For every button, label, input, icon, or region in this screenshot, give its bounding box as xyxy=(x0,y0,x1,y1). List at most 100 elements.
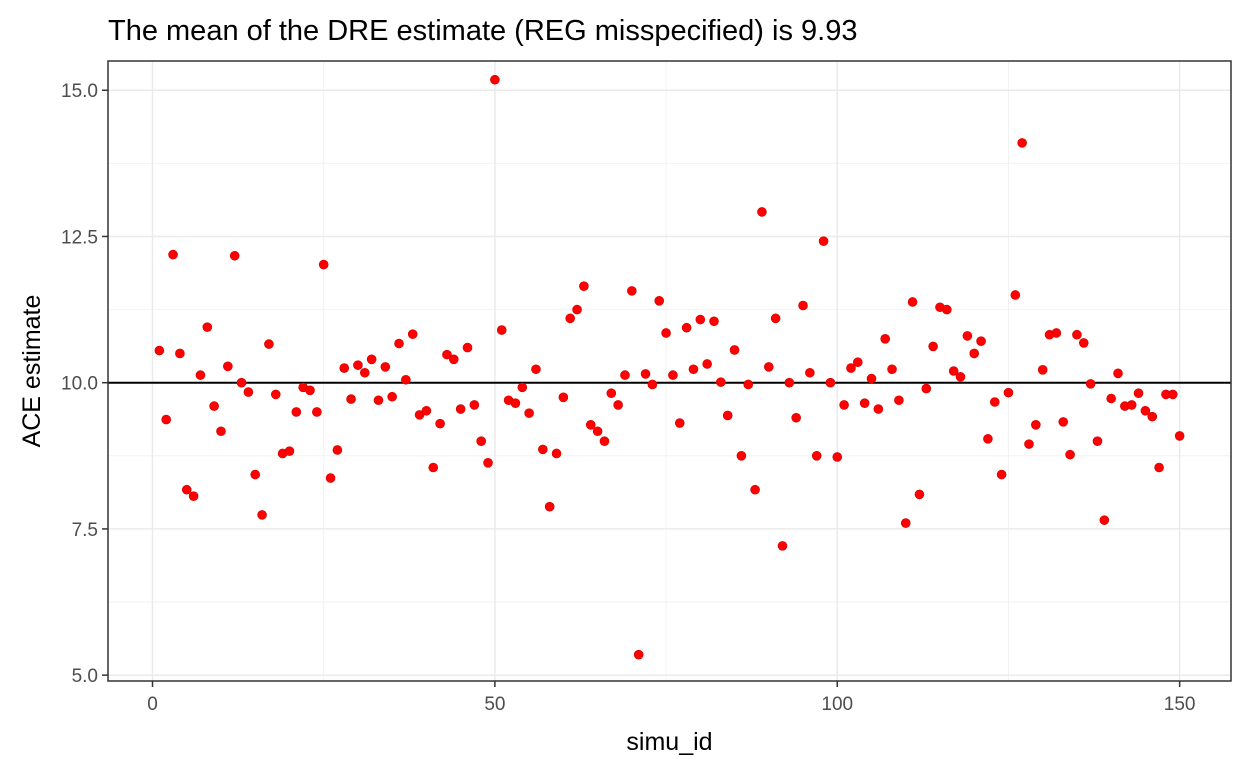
data-point xyxy=(1017,138,1027,148)
data-point xyxy=(236,377,247,388)
grid-minor xyxy=(108,61,1231,681)
data-point xyxy=(449,354,459,365)
data-point xyxy=(866,373,877,384)
x-tick-label: 50 xyxy=(484,694,505,715)
data-point xyxy=(168,249,178,260)
y-axis-ticks: 5.0 7.5 10.0 12.5 15.0 xyxy=(61,81,108,687)
data-point xyxy=(264,339,274,349)
data-point xyxy=(1024,439,1034,449)
data-point xyxy=(757,207,767,217)
data-point xyxy=(887,364,897,375)
data-point xyxy=(640,369,651,379)
data-point xyxy=(661,328,671,338)
data-point xyxy=(312,407,322,417)
data-point xyxy=(729,345,740,355)
data-point xyxy=(565,313,576,324)
data-point xyxy=(668,370,678,380)
data-point xyxy=(1078,338,1089,348)
data-point xyxy=(894,395,904,406)
data-point xyxy=(1072,329,1082,340)
data-point xyxy=(380,362,391,372)
data-point xyxy=(257,510,267,520)
data-point xyxy=(291,407,302,417)
data-point xyxy=(366,354,377,365)
data-point xyxy=(1085,379,1096,389)
data-point xyxy=(722,410,733,421)
data-point xyxy=(1113,368,1123,379)
data-point xyxy=(791,412,801,423)
data-point xyxy=(599,436,610,446)
data-point xyxy=(716,377,726,387)
data-point xyxy=(188,491,199,501)
data-point xyxy=(483,458,493,468)
data-point xyxy=(1174,431,1185,441)
data-point xyxy=(585,420,596,430)
data-point xyxy=(332,445,343,455)
data-point xyxy=(1051,328,1062,338)
data-point xyxy=(1099,515,1110,525)
plot-border xyxy=(107,60,1232,682)
data-point xyxy=(223,361,233,372)
data-point xyxy=(284,446,295,456)
data-point xyxy=(853,357,863,368)
data-point xyxy=(825,377,836,388)
data-point xyxy=(538,444,548,455)
data-point xyxy=(1126,400,1137,410)
data-point xyxy=(517,382,528,393)
data-point xyxy=(846,363,856,373)
data-point xyxy=(346,394,356,404)
data-point xyxy=(209,401,219,411)
data-point xyxy=(435,418,445,429)
data-point xyxy=(1037,365,1048,375)
y-tick-label: 12.5 xyxy=(61,227,98,248)
data-point xyxy=(907,297,918,307)
data-point xyxy=(620,370,630,380)
data-point xyxy=(195,370,206,380)
chart-title: The mean of the DRE estimate (REG misspe… xyxy=(108,15,857,47)
data-point xyxy=(921,383,932,394)
data-point xyxy=(181,484,192,495)
data-point xyxy=(325,473,336,483)
data-point xyxy=(229,250,240,261)
data-point xyxy=(914,489,925,500)
data-point xyxy=(873,404,884,414)
data-point xyxy=(859,398,870,408)
data-point xyxy=(428,462,439,473)
data-point xyxy=(455,404,466,414)
data-point xyxy=(818,236,829,246)
data-point xyxy=(161,414,172,425)
x-tick-label: 100 xyxy=(821,694,853,715)
data-point xyxy=(401,374,411,385)
data-point xyxy=(469,400,480,410)
data-point xyxy=(750,484,760,495)
data-point xyxy=(270,389,281,400)
data-point xyxy=(476,436,486,446)
data-point xyxy=(811,451,822,461)
data-point xyxy=(1133,388,1144,399)
data-point xyxy=(654,296,665,306)
data-point xyxy=(709,316,719,327)
data-point xyxy=(544,501,555,512)
data-point xyxy=(955,372,966,382)
data-point xyxy=(250,469,261,480)
x-tick-label: 150 xyxy=(1164,694,1196,715)
data-point xyxy=(558,392,569,403)
data-point xyxy=(442,349,452,360)
data-point xyxy=(353,360,363,370)
data-point xyxy=(462,342,473,353)
data-point xyxy=(948,366,959,376)
data-point xyxy=(572,304,582,315)
x-axis-title: simu_id xyxy=(626,728,712,756)
y-axis-title: ACE estimate xyxy=(18,295,46,448)
data-point xyxy=(839,400,849,410)
data-points xyxy=(154,74,1185,660)
data-point xyxy=(490,74,500,85)
data-point xyxy=(318,259,329,270)
data-point xyxy=(647,379,658,390)
data-point xyxy=(339,363,350,373)
y-tick-label: 15.0 xyxy=(61,81,98,102)
data-point xyxy=(394,338,404,349)
data-point xyxy=(1092,436,1103,446)
data-point xyxy=(1106,393,1116,404)
data-point xyxy=(633,649,644,660)
